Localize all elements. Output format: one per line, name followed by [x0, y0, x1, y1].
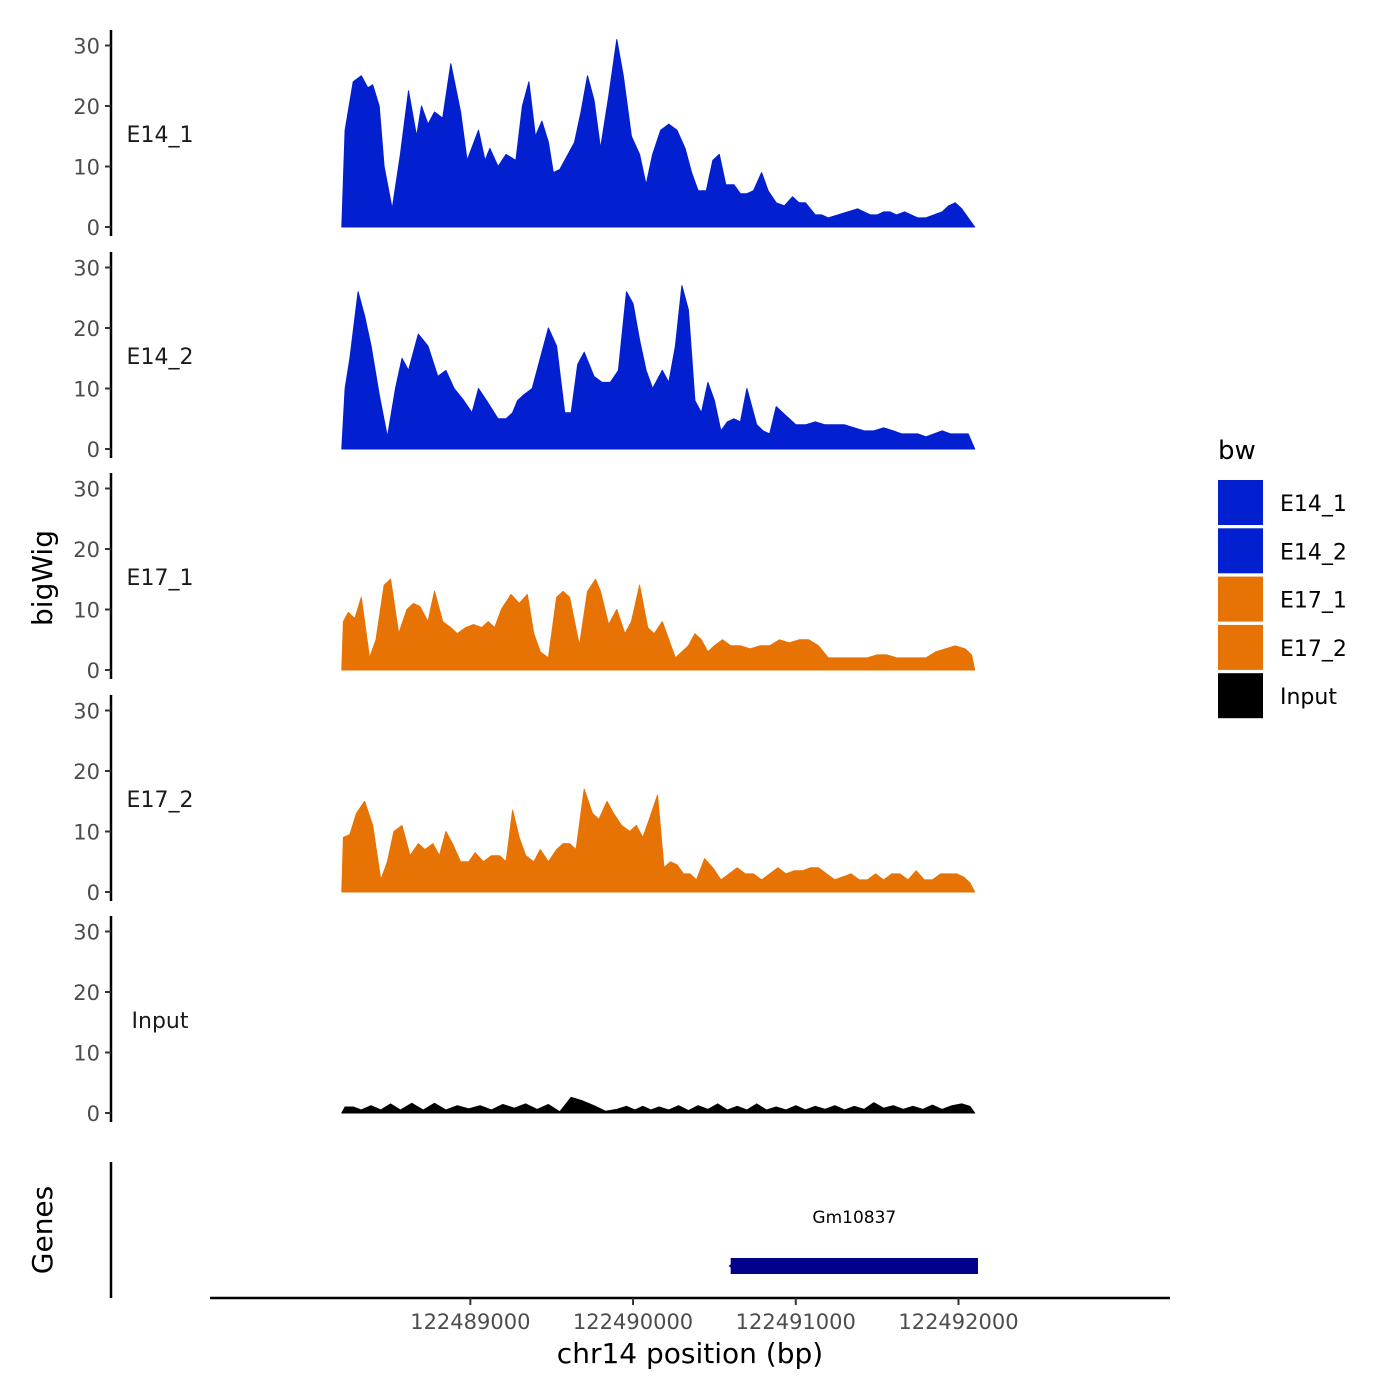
x-axis-title: chr14 position (bp) [557, 1337, 823, 1370]
y-tick-label: 20 [73, 317, 100, 341]
y-tick-label: 0 [87, 438, 100, 462]
legend-label: E17_2 [1280, 637, 1347, 662]
y-tick-label: 0 [87, 1102, 100, 1126]
legend: bw E14_1 E14_2 E17_1 E17_2 Input [1218, 436, 1347, 719]
y-tick-label: 0 [87, 659, 100, 683]
y-tick-label: 30 [73, 257, 100, 281]
gene-strand-arrow [728, 1259, 740, 1273]
legend-key-E17_2 [1218, 624, 1263, 670]
coverage-area-E14_2 [341, 285, 976, 450]
legend-label: E14_2 [1280, 540, 1347, 565]
legend-key-Input [1218, 673, 1263, 719]
track-label: E14_1 [127, 123, 194, 148]
y-tick-label: 30 [73, 921, 100, 945]
y-tick-label: 10 [73, 156, 100, 180]
track-E17_2: 0 10 20 30 E17_2 [73, 695, 976, 905]
x-tick-label: 122490000 [573, 1310, 693, 1334]
y-tick-label: 20 [73, 95, 100, 119]
coverage-area-E17_2 [341, 788, 976, 893]
y-tick-label: 20 [73, 760, 100, 784]
legend-label: Input [1280, 685, 1337, 710]
x-tick-label: 122492000 [898, 1310, 1018, 1334]
y-tick-label: 30 [73, 478, 100, 502]
legend-key-E14_1 [1218, 480, 1263, 525]
y-tick-label: 30 [73, 700, 100, 724]
track-label: E17_2 [127, 788, 194, 813]
gene-body [730, 1258, 978, 1274]
track-label: E17_1 [127, 566, 194, 591]
y-tick-label: 20 [73, 981, 100, 1005]
track-label: E14_2 [127, 345, 194, 370]
tracks-layer: 0 10 20 30 E14_1 0 10 20 30 E14_2 0 10 20 30 E17_1 0 10 2… [73, 30, 976, 1126]
coverage-area-Input [341, 1096, 976, 1114]
y-tick-label: 0 [87, 881, 100, 905]
x-axis: chr14 position (bp) 122489000 122490000 12… [210, 1296, 1170, 1370]
track-label: Input [132, 1009, 189, 1034]
legend-label: E17_1 [1280, 589, 1347, 614]
track-E14_1: 0 10 20 30 E14_1 [73, 30, 976, 240]
y-tick-label: 10 [73, 1042, 100, 1066]
legend-key-E14_2 [1218, 528, 1263, 574]
x-tick-label: 122491000 [736, 1310, 856, 1334]
y-axis-title: bigWig [26, 530, 59, 626]
legend-key-E17_1 [1218, 576, 1263, 622]
legend-label: E14_1 [1280, 492, 1347, 517]
y-tick-label: 30 [73, 35, 100, 59]
coverage-area-E17_1 [341, 578, 976, 671]
coverage-area-E14_1 [341, 39, 976, 228]
y-tick-label: 10 [73, 378, 100, 402]
legend-title: bw [1218, 436, 1256, 466]
track-E17_1: 0 10 20 30 E17_1 [73, 473, 976, 683]
gene-track: Genes Gm10837 [26, 1162, 978, 1298]
y-tick-label: 0 [87, 216, 100, 240]
gene-label: Gm10837 [812, 1208, 896, 1228]
y-tick-label: 20 [73, 538, 100, 562]
y-tick-label: 10 [73, 821, 100, 845]
gene-track-title: Genes [26, 1186, 59, 1274]
track-Input: 0 10 20 30 Input [73, 916, 976, 1126]
y-tick-label: 10 [73, 599, 100, 623]
track-E14_2: 0 10 20 30 E14_2 [73, 252, 976, 462]
x-tick-label: 122489000 [410, 1310, 530, 1334]
